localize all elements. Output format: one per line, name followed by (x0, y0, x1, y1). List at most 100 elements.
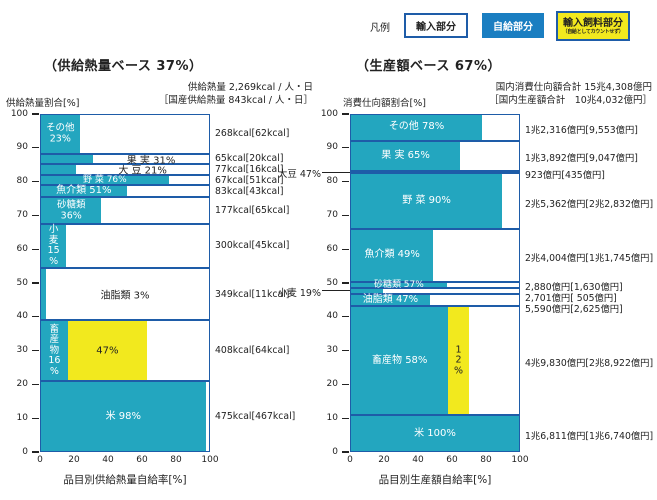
right-x-axis-label: 品目別生産額自給率[%] (378, 474, 492, 486)
right-chart-title: （生産額ベース 67%） (356, 59, 501, 74)
y-tick-mark (342, 383, 349, 385)
right-total-line1: 国内消費仕向額合計 15兆4,308億円 (495, 82, 652, 93)
self-segment (41, 224, 67, 268)
y-tick-label: 20 (326, 378, 338, 389)
bar-row-1-0: その他 78% (350, 114, 520, 141)
row-annotation: 1兆6,811億円[1兆6,740億円] (525, 430, 654, 442)
y-tick-mark (342, 417, 349, 419)
legend-feed-swatch: 輸入飼料部分 （自給としてカウントせず） (556, 11, 630, 41)
bar-row-1-9: 米 100% (350, 415, 520, 452)
self-segment (41, 115, 80, 153)
feed-label: 1 2% (454, 343, 464, 376)
self-segment (41, 198, 102, 223)
x-tick-label: 0 (37, 455, 43, 465)
row-label: 果 実 31% (126, 155, 176, 167)
bar-row-1-5: 砂糖類 57% (350, 279, 520, 290)
legend-feed-sublabel: （自給としてカウントせず） (562, 28, 624, 35)
legend-feed-label: 輸入飼料部分 (563, 17, 623, 29)
self-segment (41, 164, 77, 175)
y-tick-label: 40 (326, 311, 338, 322)
bar-row-0-4: 魚介類 51% (40, 185, 210, 198)
bar-row-0-3: 野 菜 76% (40, 175, 210, 186)
row-label: 果 実 65% (381, 150, 430, 162)
y-tick-label: 40 (16, 311, 28, 322)
y-tick-label: 10 (326, 412, 338, 423)
row-label: 米 100% (414, 427, 456, 439)
row-annotation: 923億円[435億円] (525, 169, 605, 181)
self-segment (351, 141, 461, 171)
row-label: その他 78% (388, 121, 445, 133)
x-tick-label: 40 (412, 455, 424, 465)
y-tick-mark (342, 248, 349, 250)
x-tick-label: 60 (136, 455, 148, 465)
bar-row-0-2: 大 豆 21% (40, 163, 210, 177)
row-label: その他 23% (46, 122, 75, 145)
legend-import-swatch: 輸入部分 (404, 13, 468, 38)
y-tick-label: 90 (326, 142, 338, 153)
y-tick-label: 70 (326, 209, 338, 220)
bar-row-1-1: 果 実 65% (350, 140, 520, 172)
row-annotation: 2兆5,362億円[2兆2,832億円] (525, 198, 654, 210)
external-pointer-line (322, 171, 350, 173)
bar-row-1-3: 野 菜 90% (350, 173, 520, 229)
bar-row-1-8: 畜産物 58% 1 2% (350, 306, 520, 416)
row-label: 畜産物 16% (48, 323, 61, 377)
row-annotation: 349kcal[11kcal] (215, 288, 290, 300)
row-annotation: 1兆3,892億円[9,047億円] (525, 153, 638, 165)
y-tick-mark (32, 282, 39, 284)
bar-row-0-9: 米 98% (40, 381, 210, 452)
bar-row-1-7: 油脂類 47% (350, 293, 520, 307)
left-chart-title: （供給熱量ベース 37%） (44, 59, 203, 74)
row-annotation: 1兆2,316億円[9,553億円] (525, 124, 638, 136)
row-annotation: 475kcal[467kcal] (215, 410, 296, 422)
y-tick-label: 30 (326, 345, 338, 356)
x-tick-label: 60 (446, 455, 458, 465)
bar-row-0-6: 小麦 15% (40, 223, 210, 269)
y-tick-label: 60 (326, 243, 338, 254)
y-tick-mark (342, 147, 349, 149)
y-tick-mark (32, 214, 39, 216)
left-y-axis-label: 供給熱量割合[%] (6, 98, 80, 109)
row-label: 油脂類 47% (362, 293, 419, 305)
self-segment (351, 294, 430, 306)
left-total-line2: ［国産供給熱量 843kcal / 人・日］ (158, 94, 313, 106)
y-tick-label: 20 (16, 378, 28, 389)
y-tick-mark (32, 147, 39, 149)
row-annotation: 300kcal[45kcal] (215, 240, 290, 252)
y-tick-mark (342, 181, 349, 183)
row-annotation: 2兆4,004億円[1兆1,745億円] (525, 252, 654, 264)
bar-row-0-7: 油脂類 3% (40, 268, 210, 321)
y-tick-label: 80 (16, 176, 28, 187)
y-tick-label: 60 (16, 243, 28, 254)
legend-title: 凡例 (370, 23, 390, 34)
row-annotation: 5,590億円[2,625億円] (525, 303, 623, 315)
row-label: 魚介類 49% (364, 249, 420, 261)
y-tick-label: 0 (332, 446, 338, 457)
y-tick-mark (32, 316, 39, 318)
bar-row-0-8: 畜産物 16% 47% (40, 320, 210, 382)
row-label: 野 菜 90% (402, 195, 451, 207)
y-tick-mark (32, 383, 39, 385)
x-tick-label: 0 (347, 455, 353, 465)
bar-row-1-4: 魚介類 49% (350, 228, 520, 282)
x-tick-label: 80 (170, 455, 182, 465)
x-tick-label: 40 (102, 455, 114, 465)
row-annotation: 2,880億円[1,630億円] (525, 282, 623, 294)
self-segment (351, 115, 483, 140)
external-label: 小麦 19% (277, 287, 321, 299)
self-segment (351, 174, 503, 228)
left-x-axis-label: 品目別供給熱量自給率[%] (63, 474, 187, 486)
row-label: 砂糖類 57% (373, 279, 424, 290)
x-tick-label: 20 (378, 455, 390, 465)
row-label: 大 豆 21% (118, 165, 167, 177)
self-segment (351, 288, 383, 293)
y-tick-mark (32, 417, 39, 419)
feed-label: 47% (96, 345, 119, 357)
row-annotation: 77kcal[16kcal] (215, 163, 284, 175)
y-tick-mark (32, 248, 39, 250)
bar-row-1-2 (350, 171, 520, 174)
row-label: 畜産物 58% (372, 354, 428, 366)
row-annotation: 177kcal[65kcal] (215, 204, 290, 216)
row-label: 油脂類 3% (100, 290, 150, 302)
